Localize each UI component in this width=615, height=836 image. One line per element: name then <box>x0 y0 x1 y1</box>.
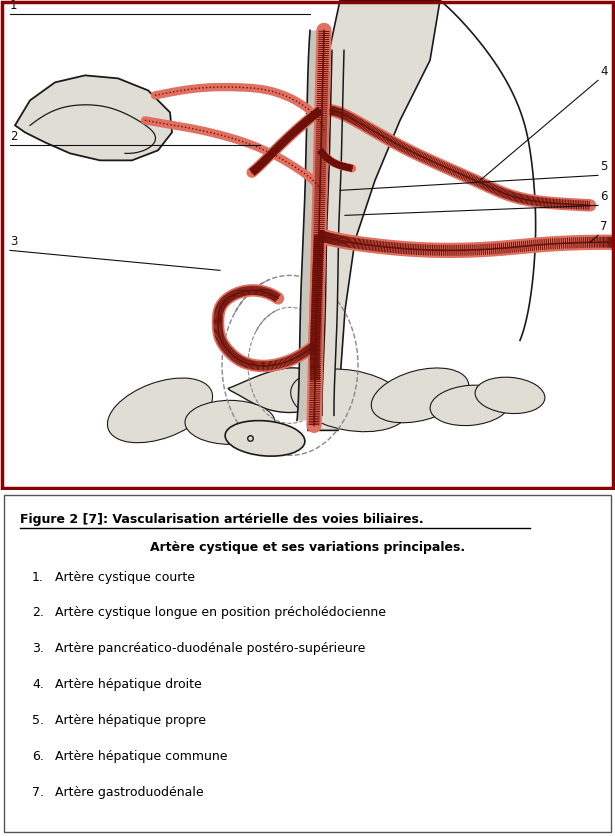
Text: Artère hépatique propre: Artère hépatique propre <box>55 714 206 727</box>
Ellipse shape <box>185 400 275 445</box>
Text: 1.: 1. <box>32 570 44 584</box>
Ellipse shape <box>291 369 410 431</box>
Polygon shape <box>15 75 172 161</box>
Text: Figure 2 [7]: Vascularisation artérielle des voies biliaires.: Figure 2 [7]: Vascularisation artérielle… <box>20 512 424 526</box>
Text: 5: 5 <box>600 161 608 173</box>
Text: 4: 4 <box>600 65 608 79</box>
Text: 7: 7 <box>600 221 608 233</box>
Text: Artère hépatique droite: Artère hépatique droite <box>55 678 202 691</box>
Ellipse shape <box>430 385 510 426</box>
Text: 7.: 7. <box>32 786 44 799</box>
Text: Artère cystique courte: Artère cystique courte <box>55 570 195 584</box>
Polygon shape <box>322 50 344 415</box>
Ellipse shape <box>371 368 469 423</box>
Text: Artère cystique et ses variations principales.: Artère cystique et ses variations princi… <box>150 541 465 553</box>
Text: 3: 3 <box>10 236 17 248</box>
Text: Artère gastroduodénale: Artère gastroduodénale <box>55 786 204 799</box>
Text: 4.: 4. <box>32 678 44 691</box>
Text: 1: 1 <box>10 0 17 13</box>
Text: Artère pancréatico-duodénale postéro-supérieure: Artère pancréatico-duodénale postéro-sup… <box>55 642 365 655</box>
Text: 5.: 5. <box>32 714 44 727</box>
Text: 3.: 3. <box>32 642 44 655</box>
Polygon shape <box>228 368 331 412</box>
Ellipse shape <box>108 378 213 443</box>
Polygon shape <box>308 0 440 431</box>
Text: 2: 2 <box>10 130 17 143</box>
Ellipse shape <box>475 377 545 414</box>
Text: 2.: 2. <box>32 606 44 619</box>
Text: Artère hépatique commune: Artère hépatique commune <box>55 750 228 763</box>
Text: 6: 6 <box>600 191 608 203</box>
Text: Artère cystique longue en position précholédocienne: Artère cystique longue en position préch… <box>55 606 386 619</box>
Ellipse shape <box>225 421 305 456</box>
Text: 6.: 6. <box>32 750 44 763</box>
Polygon shape <box>297 30 325 421</box>
